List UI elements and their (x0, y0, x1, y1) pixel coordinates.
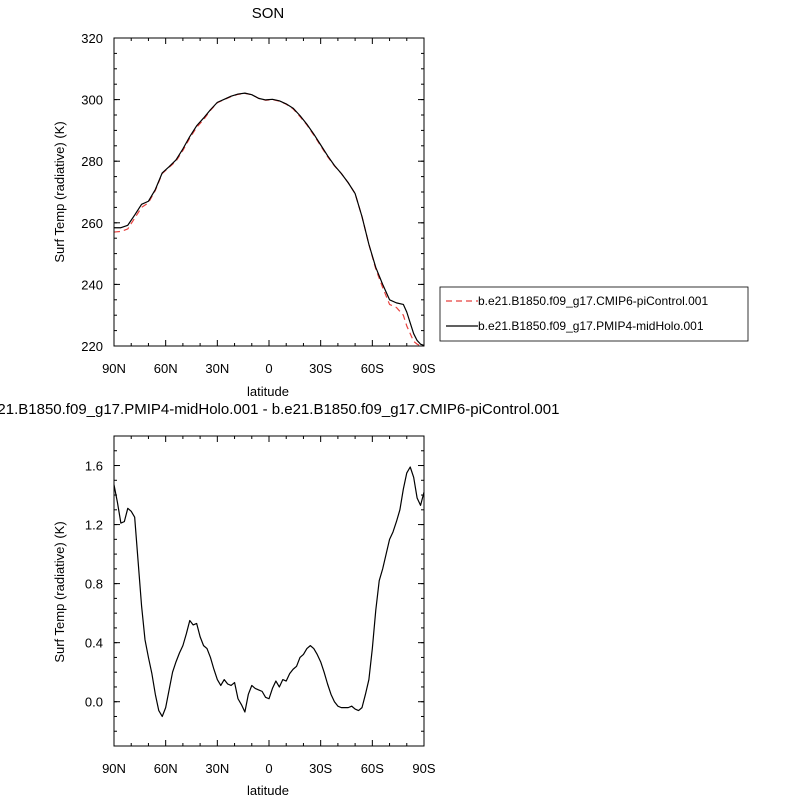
top-chart-series-line-1 (114, 92, 425, 346)
legend-box (439, 286, 749, 342)
top-chart-ticks: 90N 60N 30N 0 30S 60S 90S 220 240 260 280 300 320 (81, 31, 436, 376)
bottom-chart-y-tick-label: 0.8 (85, 577, 103, 592)
bottom-chart-x-tick-label: 90N (102, 761, 126, 776)
bottom-chart-x-tick-label: 60S (361, 761, 384, 776)
bottom-chart-x-tick-label: 60N (154, 761, 178, 776)
top-chart-series-line-0 (113, 92, 425, 347)
top-chart-y-tick-label: 280 (81, 154, 103, 169)
top-chart-y-tick-label: 300 (81, 93, 103, 108)
bottom-chart-series-line-0 (113, 466, 425, 718)
bottom-chart-x-axis-label: latitude (247, 783, 289, 798)
bottom-chart-title: b.e21.B1850.f09_g17.PMIP4-midHolo.001 - … (0, 401, 559, 418)
top-chart-legend: b.e21.B1850.f09_g17.CMIP6-piControl.001 … (439, 286, 749, 342)
top-chart-x-tick-label: 90S (412, 361, 435, 376)
top-chart-y-tick-label: 240 (81, 277, 103, 292)
top-chart-x-tick-label: 30N (205, 361, 229, 376)
top-chart-x-tick-label: 0 (265, 361, 272, 376)
top-chart-series-group (113, 92, 425, 347)
bottom-chart-y-tick-label: 0.0 (85, 695, 103, 710)
bottom-chart-x-tick-label: 30S (309, 761, 332, 776)
bottom-chart-x-tick-label: 0 (265, 761, 272, 776)
bottom-chart-x-tick-label: 30N (205, 761, 229, 776)
bottom-chart-series-group (113, 466, 425, 718)
top-chart-x-tick-label: 60S (361, 361, 384, 376)
bottom-chart-x-tick-label: 90S (412, 761, 435, 776)
top-chart: SON Surf Temp (radiative) (K) latitude 9… (52, 5, 749, 399)
top-chart-y-tick-label: 320 (81, 31, 103, 46)
bottom-chart-y-tick-label: 0.4 (85, 636, 103, 651)
bottom-chart: b.e21.B1850.f09_g17.PMIP4-midHolo.001 - … (0, 401, 559, 798)
bottom-chart-plot-frame (113, 435, 425, 747)
top-chart-x-tick-label: 30S (309, 361, 332, 376)
bottom-chart-y-tick-label: 1.2 (85, 518, 103, 533)
top-chart-y-tick-label: 260 (81, 216, 103, 231)
top-chart-y-tick-label: 220 (81, 339, 103, 354)
top-chart-title: SON (252, 5, 285, 22)
top-chart-plot-frame (113, 37, 425, 347)
top-chart-y-axis-label: Surf Temp (radiative) (K) (52, 121, 67, 262)
bottom-chart-y-tick-label: 1.6 (85, 459, 103, 474)
top-chart-x-tick-label: 90N (102, 361, 126, 376)
legend-entry-mid-holo: b.e21.B1850.f09_g17.PMIP4-midHolo.001 (478, 319, 704, 333)
legend-entry-pi-control: b.e21.B1850.f09_g17.CMIP6-piControl.001 (478, 294, 708, 308)
bottom-chart-y-axis-label: Surf Temp (radiative) (K) (52, 521, 67, 662)
bottom-chart-ticks: 90N 60N 30N 0 30S 60S 90S 0.0 0.4 0.8 1.2 1.6 (85, 435, 436, 776)
top-chart-x-tick-label: 60N (154, 361, 178, 376)
top-chart-x-axis-label: latitude (247, 384, 289, 399)
